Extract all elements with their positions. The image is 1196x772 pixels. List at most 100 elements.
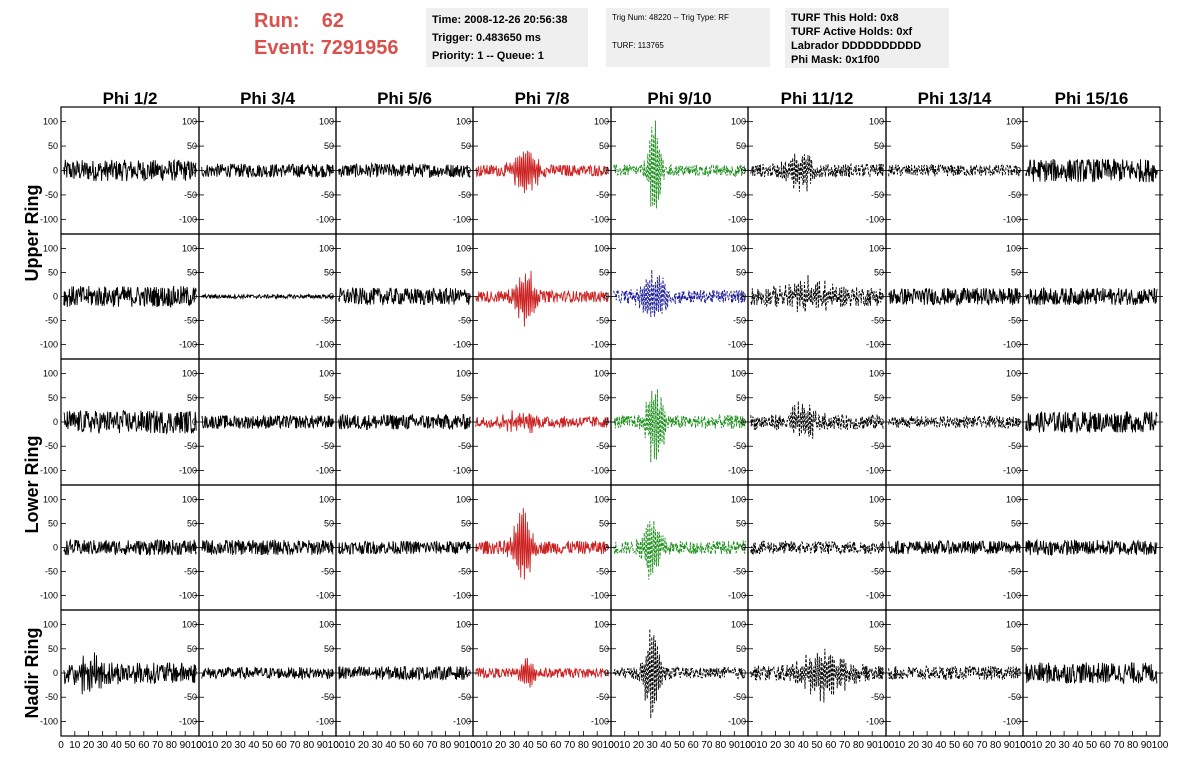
- y-tick-label: 50: [48, 518, 58, 528]
- y-tick-label: 50: [1011, 518, 1021, 528]
- x-tick-label: 10: [69, 740, 81, 751]
- x-tick-label: 30: [509, 740, 521, 751]
- x-tick-label: 50: [1086, 740, 1098, 751]
- y-tick-label: 50: [736, 393, 746, 403]
- y-tick-label: 50: [461, 141, 471, 151]
- x-tick-label: 90: [180, 740, 192, 751]
- x-tick-label: 100: [1152, 740, 1169, 751]
- y-tick-label: 100: [1006, 369, 1021, 379]
- y-tick-label: 100: [1006, 494, 1021, 504]
- y-tick-label: 0: [741, 668, 746, 678]
- y-tick-label: -100: [453, 340, 471, 350]
- y-tick-label: -100: [40, 591, 58, 601]
- x-tick-label: 0: [333, 740, 339, 751]
- y-tick-label: 0: [192, 292, 197, 302]
- x-tick-label: 30: [647, 740, 659, 751]
- y-tick-label: 50: [324, 518, 334, 528]
- y-tick-label: -50: [321, 316, 334, 326]
- x-tick-label: 40: [935, 740, 947, 751]
- y-tick-label: -100: [179, 716, 197, 726]
- y-tick-label: -50: [596, 190, 609, 200]
- y-tick-label: 50: [461, 518, 471, 528]
- y-tick-label: -50: [733, 441, 746, 451]
- y-tick-label: 50: [461, 267, 471, 277]
- waveform-trace: [613, 120, 746, 209]
- y-tick-label: 0: [879, 543, 884, 553]
- y-tick-label: 50: [48, 644, 58, 654]
- y-tick-label: 100: [456, 117, 471, 127]
- y-tick-label: 50: [874, 267, 884, 277]
- x-tick-label: 80: [715, 740, 727, 751]
- x-tick-label: 30: [922, 740, 934, 751]
- y-tick-label: 50: [874, 141, 884, 151]
- y-tick-label: 100: [731, 117, 746, 127]
- x-tick-label: 10: [207, 740, 219, 751]
- x-tick-label: 30: [784, 740, 796, 751]
- y-tick-label: 100: [43, 243, 58, 253]
- y-tick-label: 100: [182, 243, 197, 253]
- y-tick-label: -100: [866, 465, 884, 475]
- waveform-trace: [613, 269, 746, 318]
- y-tick-label: -100: [40, 214, 58, 224]
- y-tick-label: -100: [453, 465, 471, 475]
- y-tick-label: 0: [192, 166, 197, 176]
- y-tick-label: 100: [319, 494, 334, 504]
- y-tick-label: 50: [324, 644, 334, 654]
- y-tick-label: 100: [869, 243, 884, 253]
- column-header: Phi 7/8: [515, 89, 570, 108]
- waveform-trace: [613, 520, 746, 580]
- x-tick-label: 0: [608, 740, 614, 751]
- y-tick-label: 100: [319, 620, 334, 630]
- y-tick-label: 0: [879, 417, 884, 427]
- y-tick-label: 100: [319, 117, 334, 127]
- x-tick-label: 70: [152, 740, 164, 751]
- y-tick-label: 0: [53, 543, 58, 553]
- waveform-trace: [613, 389, 746, 463]
- y-tick-label: -50: [45, 692, 58, 702]
- y-tick-label: 50: [324, 141, 334, 151]
- x-tick-label: 20: [83, 740, 95, 751]
- waveform-trace: [201, 666, 334, 681]
- trig-num-text: Trig Num: 48220 -- Trig Type: RF: [612, 13, 729, 22]
- y-tick-label: 0: [466, 166, 471, 176]
- y-tick-label: 0: [329, 543, 334, 553]
- x-tick-label: 100: [878, 740, 895, 751]
- x-tick-label: 60: [276, 740, 288, 751]
- y-tick-label: 100: [182, 369, 197, 379]
- y-tick-label: 0: [329, 668, 334, 678]
- y-tick-label: 100: [43, 620, 58, 630]
- y-tick-label: 100: [182, 620, 197, 630]
- y-tick-label: 50: [874, 393, 884, 403]
- y-tick-label: -100: [866, 340, 884, 350]
- y-tick-label: -50: [458, 567, 471, 577]
- waveform-trace: [63, 538, 197, 556]
- y-tick-label: 100: [1006, 117, 1021, 127]
- y-tick-label: 100: [594, 620, 609, 630]
- y-tick-label: 0: [1016, 166, 1021, 176]
- y-tick-label: 50: [187, 393, 197, 403]
- y-tick-label: 50: [461, 644, 471, 654]
- x-tick-label: 10: [894, 740, 906, 751]
- y-tick-label: 50: [187, 518, 197, 528]
- y-tick-label: -100: [728, 591, 746, 601]
- waveform-trace: [750, 153, 884, 192]
- waveform-trace: [475, 508, 609, 580]
- y-tick-label: -50: [321, 692, 334, 702]
- column-header: Phi 15/16: [1055, 89, 1129, 108]
- waveform-trace: [888, 287, 1021, 307]
- x-tick-label: 0: [1020, 740, 1026, 751]
- waveform-trace: [338, 413, 471, 431]
- x-tick-label: 0: [470, 740, 476, 751]
- waveform-trace: [888, 539, 1021, 555]
- y-tick-label: 0: [53, 668, 58, 678]
- x-tick-label: 90: [1004, 740, 1016, 751]
- x-tick-label: 90: [729, 740, 741, 751]
- y-tick-label: -100: [728, 716, 746, 726]
- y-tick-label: -100: [591, 591, 609, 601]
- y-tick-label: 0: [329, 166, 334, 176]
- y-tick-label: 0: [1016, 417, 1021, 427]
- y-tick-label: -100: [591, 716, 609, 726]
- waveform-trace: [338, 540, 471, 555]
- x-tick-label: 10: [344, 740, 356, 751]
- x-tick-label: 50: [399, 740, 411, 751]
